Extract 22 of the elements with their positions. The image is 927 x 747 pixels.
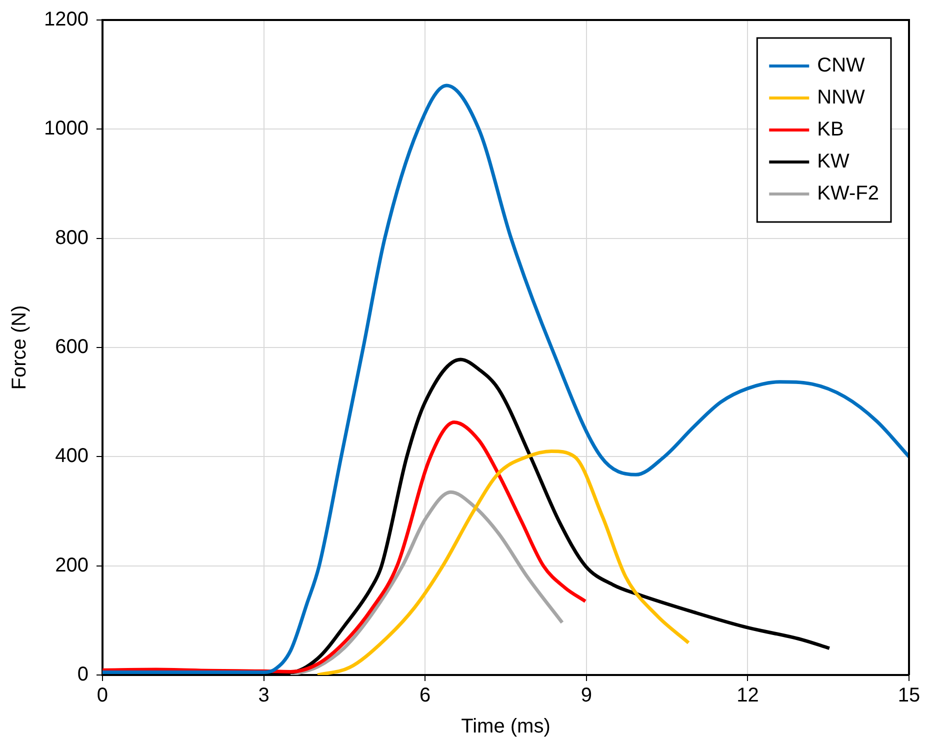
x-tick-label: 9 [580,684,592,707]
legend-label: KW-F2 [817,182,880,205]
x-tick-label: 12 [736,684,759,707]
legend-label: KW [817,150,850,173]
x-axis-title: Time (ms) [461,716,550,738]
x-tick-label: 15 [898,684,920,707]
y-tick-label: 0 [77,664,88,686]
y-tick-label: 800 [55,226,88,249]
y-tick-label: 600 [55,336,88,358]
legend-label: CNW [817,54,866,77]
y-tick-label: 1000 [44,118,88,140]
line-series [316,449,690,675]
legend-label: KB [817,118,844,141]
y-tick-label: 1200 [44,8,88,31]
x-tick-label: 0 [96,684,108,707]
y-axis-title: Force (N) [8,305,31,390]
y-tick-label: 400 [55,445,88,468]
line-series [288,490,564,675]
x-tick-label: 3 [258,684,270,707]
legend-label: NNW [817,86,866,109]
x-tick-label: 6 [420,684,431,707]
y-tick-label: 200 [55,554,88,576]
